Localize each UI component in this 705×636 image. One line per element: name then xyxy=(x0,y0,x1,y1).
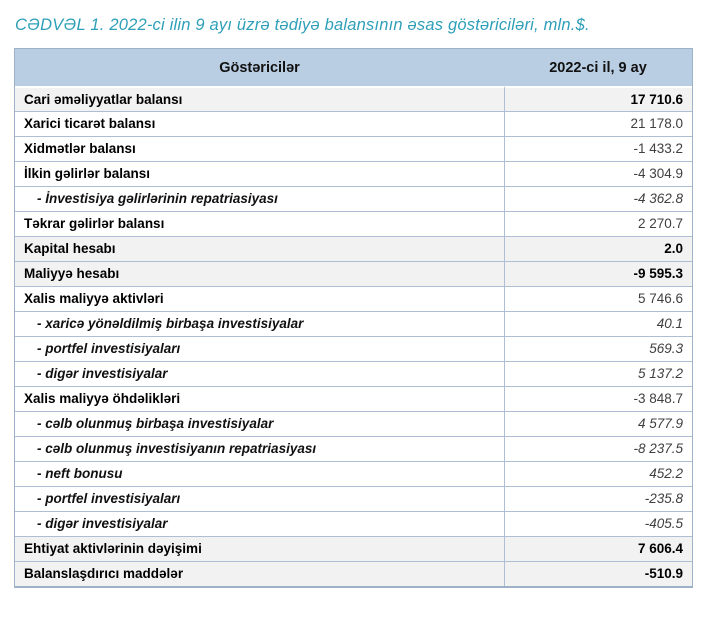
row-label: - cəlb olunmuş birbaşa investisiyalar xyxy=(15,411,504,436)
table-row: Maliyyə hesabı -9 595.3 xyxy=(15,261,692,286)
table-title: CƏDVƏL 1. 2022-ci ilin 9 ayı üzrə tədiyə… xyxy=(15,16,590,34)
row-value: -510.9 xyxy=(504,561,692,586)
row-label: - İnvestisiya gəlirlərinin repatriasiyas… xyxy=(15,186,504,211)
row-value: 7 606.4 xyxy=(504,536,692,561)
table-row: Cari əməliyyatlar balansı 17 710.6 xyxy=(15,86,692,111)
table-row: - neft bonusu 452.2 xyxy=(15,461,692,486)
row-label: - xaricə yönəldilmiş birbaşa investisiya… xyxy=(15,311,504,336)
row-value: 4 577.9 xyxy=(504,411,692,436)
table-row: - xaricə yönəldilmiş birbaşa investisiya… xyxy=(15,311,692,336)
balance-of-payments-table: Göstəricilər 2022-ci il, 9 ay Cari əməli… xyxy=(14,48,693,588)
row-value: 2.0 xyxy=(504,236,692,261)
row-label: Balanslaşdırıcı maddələr xyxy=(15,561,504,586)
row-label: Xarici ticarət balansı xyxy=(15,111,504,136)
table-row: Kapital hesabı 2.0 xyxy=(15,236,692,261)
row-label: Xalis maliyyə öhdəlikləri xyxy=(15,386,504,411)
table-body: Cari əməliyyatlar balansı 17 710.6 Xarici … xyxy=(15,86,692,586)
row-value: -9 595.3 xyxy=(504,261,692,286)
row-label: Xidmətlər balansı xyxy=(15,136,504,161)
row-value: -8 237.5 xyxy=(504,436,692,461)
row-label: - portfel investisiyaları xyxy=(15,336,504,361)
row-value: -3 848.7 xyxy=(504,386,692,411)
row-label: İlkin gəlirlər balansı xyxy=(15,161,504,186)
row-value: 569.3 xyxy=(504,336,692,361)
table-row: Balanslaşdırıcı maddələr -510.9 xyxy=(15,561,692,586)
row-label: Ehtiyat aktivlərinin dəyişimi xyxy=(15,536,504,561)
table-row: Xalis maliyyə aktivləri 5 746.6 xyxy=(15,286,692,311)
table-row: - portfel investisiyaları -235.8 xyxy=(15,486,692,511)
column-header-period: 2022-ci il, 9 ay xyxy=(504,49,692,86)
row-label: - portfel investisiyaları xyxy=(15,486,504,511)
row-label: Xalis maliyyə aktivləri xyxy=(15,286,504,311)
row-value: 452.2 xyxy=(504,461,692,486)
row-value: -1 433.2 xyxy=(504,136,692,161)
row-label: Kapital hesabı xyxy=(15,236,504,261)
row-value: -4 362.8 xyxy=(504,186,692,211)
table-header: Göstəricilər 2022-ci il, 9 ay xyxy=(15,49,692,86)
row-value: -4 304.9 xyxy=(504,161,692,186)
row-label: Cari əməliyyatlar balansı xyxy=(15,86,504,111)
row-label: - cəlb olunmuş investisiyanın repatriasi… xyxy=(15,436,504,461)
row-label: - digər investisiyalar xyxy=(15,361,504,386)
table-row: - İnvestisiya gəlirlərinin repatriasiyas… xyxy=(15,186,692,211)
row-value: 17 710.6 xyxy=(504,86,692,111)
row-label: - neft bonusu xyxy=(15,461,504,486)
row-value: -235.8 xyxy=(504,486,692,511)
table-row: - cəlb olunmuş birbaşa investisiyalar 4 5… xyxy=(15,411,692,436)
table-row: Xarici ticarət balansı 21 178.0 xyxy=(15,111,692,136)
table-row: Təkrar gəlirlər balansı 2 270.7 xyxy=(15,211,692,236)
column-header-indicators: Göstəricilər xyxy=(15,49,504,86)
row-value: -405.5 xyxy=(504,511,692,536)
table-row: - cəlb olunmuş investisiyanın repatriasi… xyxy=(15,436,692,461)
row-label: Təkrar gəlirlər balansı xyxy=(15,211,504,236)
row-value: 5 137.2 xyxy=(504,361,692,386)
table-row: İlkin gəlirlər balansı -4 304.9 xyxy=(15,161,692,186)
row-value: 40.1 xyxy=(504,311,692,336)
table-row: Ehtiyat aktivlərinin dəyişimi 7 606.4 xyxy=(15,536,692,561)
table-row: Xalis maliyyə öhdəlikləri -3 848.7 xyxy=(15,386,692,411)
row-value: 5 746.6 xyxy=(504,286,692,311)
row-value: 2 270.7 xyxy=(504,211,692,236)
table-row: - digər investisiyalar 5 137.2 xyxy=(15,361,692,386)
row-label: Maliyyə hesabı xyxy=(15,261,504,286)
row-value: 21 178.0 xyxy=(504,111,692,136)
row-label: - digər investisiyalar xyxy=(15,511,504,536)
table-row: - portfel investisiyaları 569.3 xyxy=(15,336,692,361)
table-row: - digər investisiyalar -405.5 xyxy=(15,511,692,536)
table-row: Xidmətlər balansı -1 433.2 xyxy=(15,136,692,161)
header-row: Göstəricilər 2022-ci il, 9 ay xyxy=(15,49,692,86)
